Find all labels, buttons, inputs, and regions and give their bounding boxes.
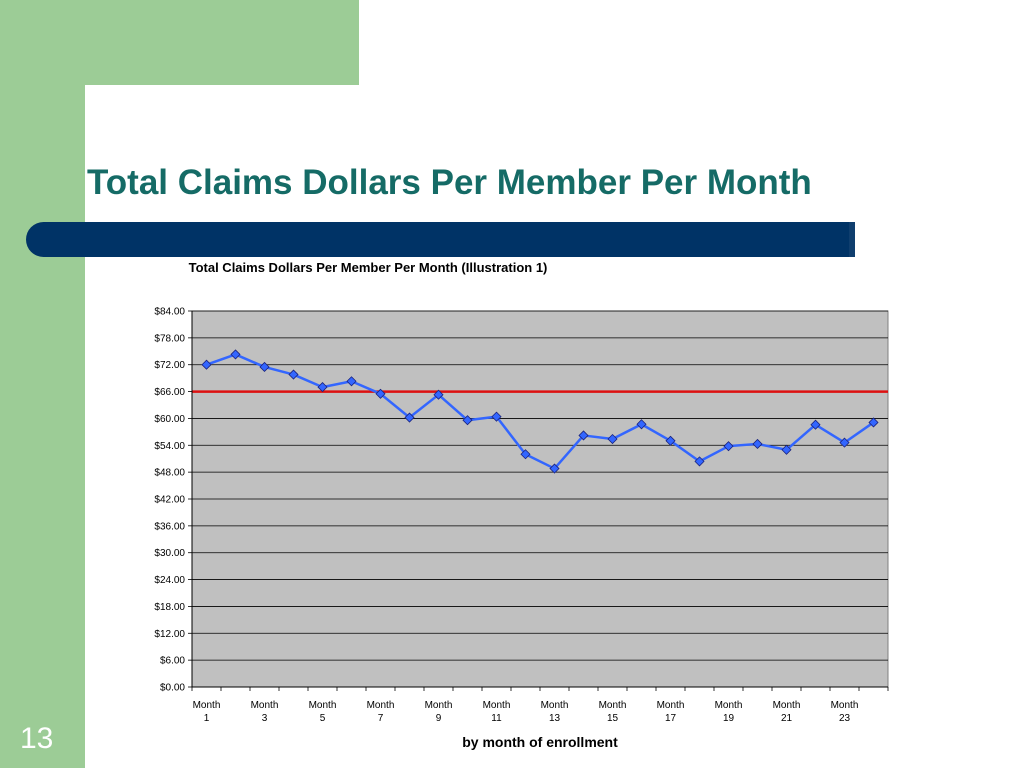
y-tick-label: $36.00 (154, 521, 185, 532)
title-underline-bar-end (849, 222, 855, 257)
x-tick-label: Month 5 (309, 700, 337, 724)
data-point (259, 361, 270, 373)
y-tick-label: $60.00 (154, 414, 185, 425)
y-tick-label: $18.00 (154, 602, 185, 613)
slide-number: 13 (20, 722, 54, 755)
x-tick-label: Month 19 (715, 700, 743, 724)
y-tick-label: $54.00 (154, 441, 185, 452)
x-tick-label: Month 9 (425, 700, 453, 724)
data-point (549, 463, 560, 474)
data-point (346, 376, 357, 387)
x-tick-label: Month 11 (483, 700, 511, 724)
data-point (810, 419, 821, 430)
series-line (206, 353, 875, 470)
data-point (201, 359, 212, 370)
data-point (520, 449, 531, 460)
chart-title: Total Claims Dollars Per Member Per Mont… (189, 260, 548, 275)
series-layer (201, 349, 879, 474)
y-tick-label: $42.00 (154, 495, 185, 506)
y-axis-ticks: $0.00 $6.00 $12.00 $18.00 $24.00 $30.00 $36.00… (154, 307, 192, 694)
data-point (839, 437, 850, 448)
x-tick-label: Month 13 (541, 700, 569, 724)
data-point (317, 382, 328, 393)
slide-title: Total Claims Dollars Per Member Per Mont… (87, 163, 812, 202)
y-tick-label: $24.00 (154, 575, 185, 586)
title-underline-bar (26, 222, 853, 257)
y-tick-label: $48.00 (154, 468, 185, 479)
data-point (607, 433, 618, 445)
data-point (694, 456, 705, 467)
data-point (636, 419, 647, 430)
x-tick-label: Month 1 (193, 700, 221, 724)
y-tick-label: $78.00 (154, 333, 185, 344)
x-tick-label: Month 15 (599, 700, 627, 724)
x-tick-label: Month 21 (773, 700, 801, 724)
x-tick-label: Month 7 (367, 700, 395, 724)
data-point (404, 412, 415, 423)
data-point (665, 435, 676, 446)
data-point (781, 444, 792, 455)
data-point (375, 388, 386, 399)
x-tick-label: Month 17 (657, 700, 685, 724)
x-tick-label: Month 23 (831, 700, 859, 724)
data-point (723, 441, 734, 452)
y-tick-label: $72.00 (154, 360, 185, 371)
side-band (0, 0, 85, 768)
y-tick-label: $0.00 (160, 683, 185, 694)
y-tick-label: $12.00 (154, 629, 185, 640)
top-band (0, 0, 359, 85)
y-tick-label: $84.00 (154, 307, 185, 318)
x-tick-label: Month 3 (251, 700, 279, 724)
data-point (868, 417, 879, 428)
data-point (230, 349, 241, 360)
data-point (491, 411, 502, 422)
data-point (288, 369, 299, 380)
data-point (578, 430, 589, 441)
y-tick-label: $66.00 (154, 387, 185, 398)
data-point (752, 438, 763, 450)
y-tick-label: $30.00 (154, 548, 185, 559)
data-point (462, 415, 473, 426)
y-tick-label: $6.00 (160, 656, 185, 667)
x-axis-label: by month of enrollment (462, 734, 618, 750)
x-axis-ticks: Month 1 Month 3 Month 5 Month 7 Month 9 Month 11 Mon… (191, 687, 889, 724)
data-point (433, 389, 444, 400)
